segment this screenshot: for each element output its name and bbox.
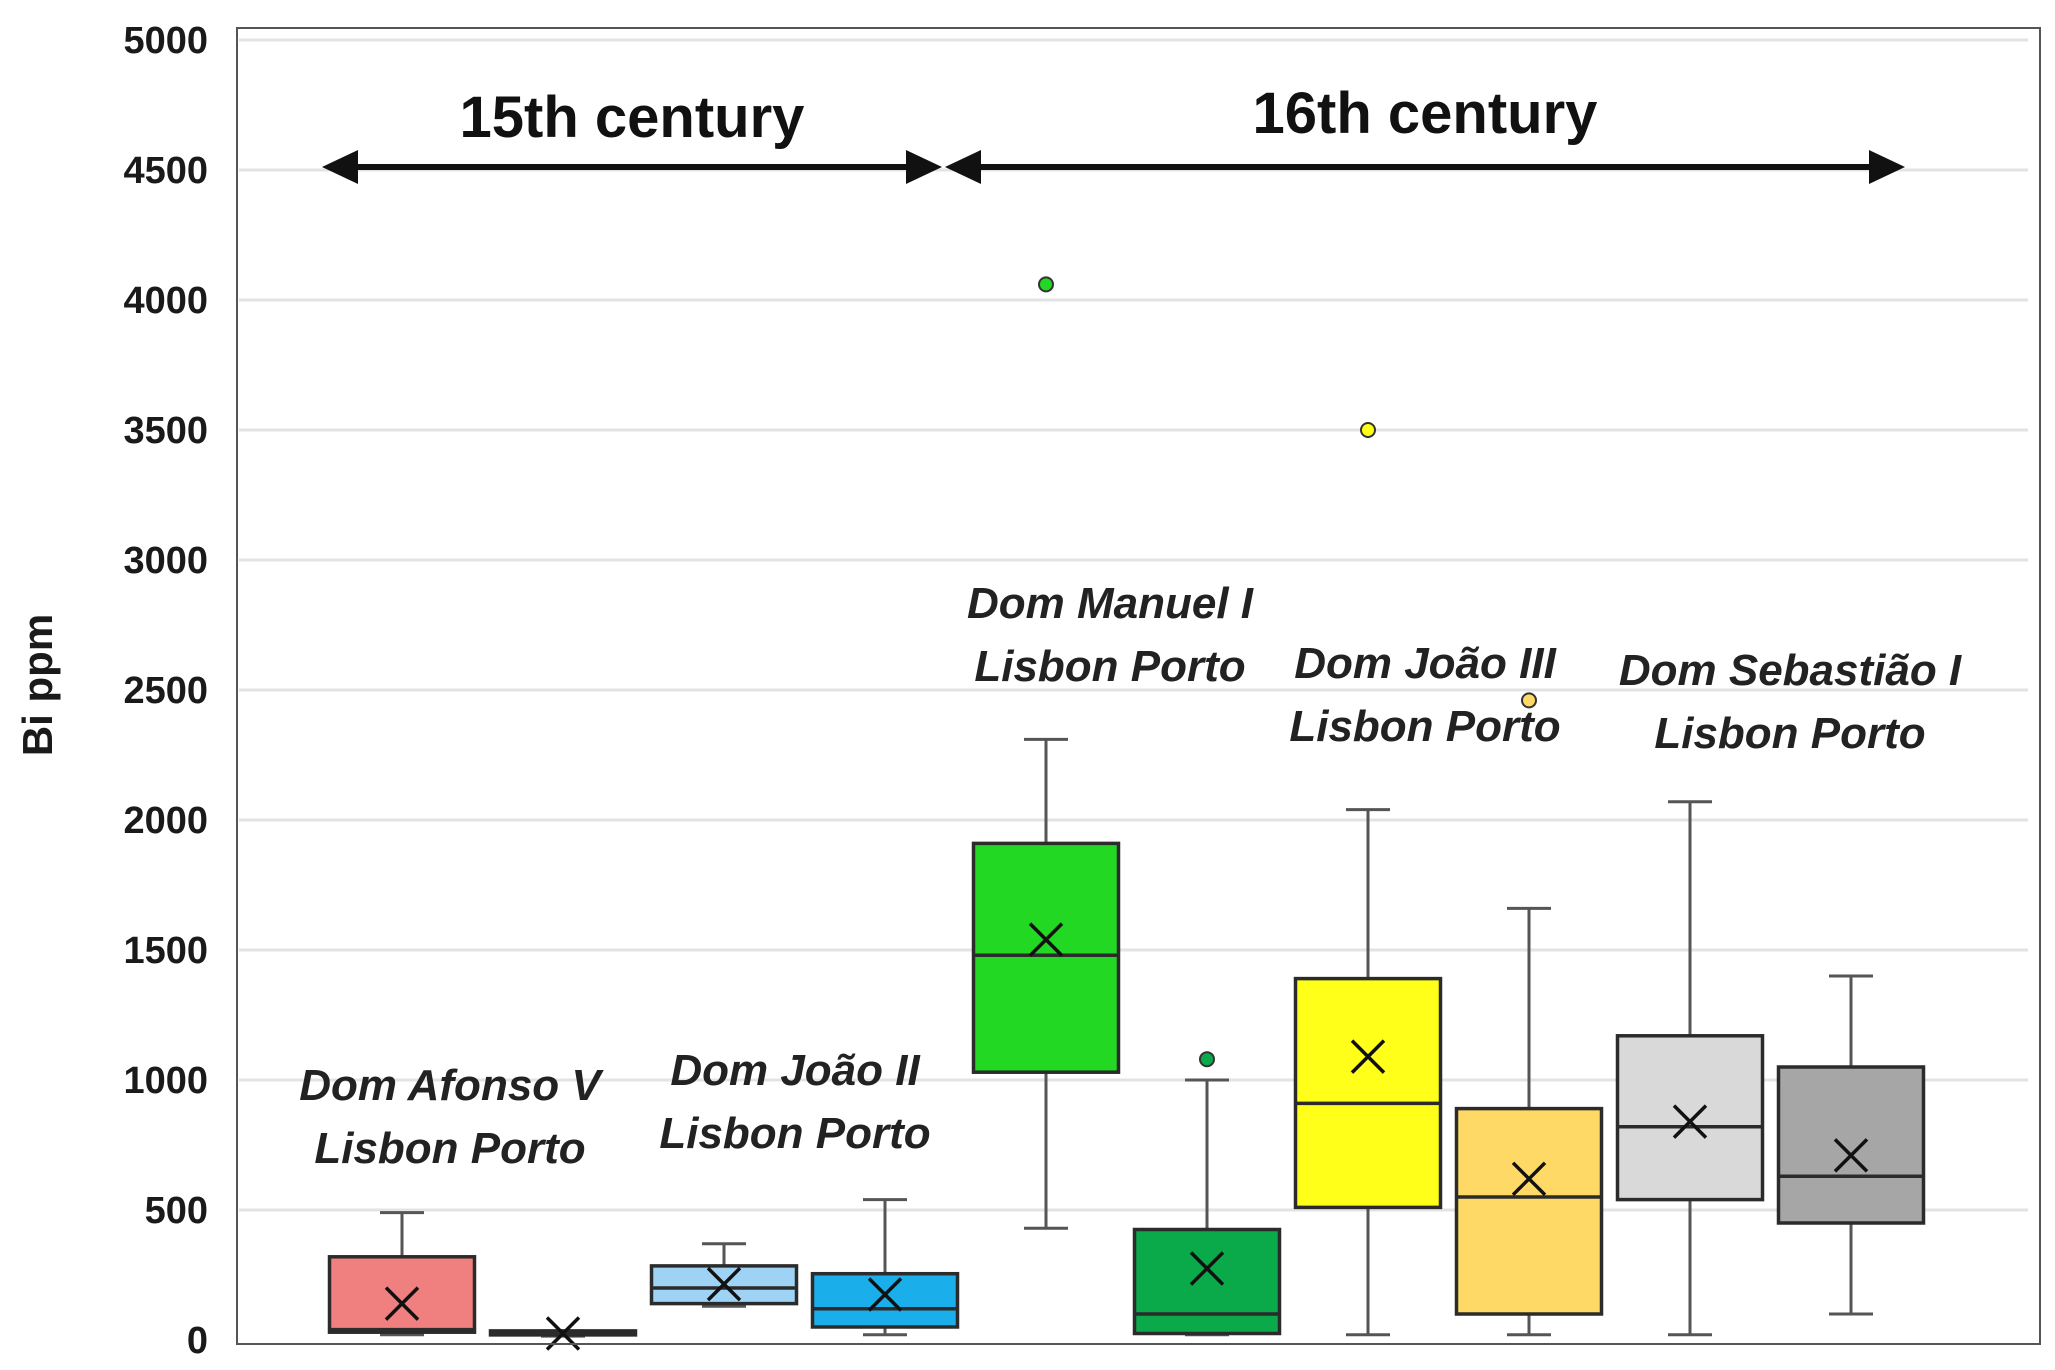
plot-frame bbox=[236, 27, 2041, 1345]
century-label-0: 15th century bbox=[460, 85, 805, 150]
box-series bbox=[327, 276, 1926, 1351]
y-tick-label-0: 0 bbox=[187, 1320, 208, 1362]
group-city-label-0: Lisbon Porto bbox=[314, 1124, 585, 1173]
century-arrow-0: 15th century bbox=[322, 85, 942, 184]
box-body bbox=[1132, 1227, 1282, 1336]
arrow-head-right bbox=[1869, 150, 1905, 184]
box-4 bbox=[971, 276, 1121, 1230]
arrow-head-right bbox=[906, 150, 942, 184]
mean-marker bbox=[1189, 1251, 1225, 1286]
y-tick-label-2500: 2500 bbox=[123, 670, 208, 712]
group-king-label-3: Dom João III bbox=[1294, 639, 1556, 688]
mean-marker bbox=[1833, 1138, 1869, 1173]
mean-marker bbox=[706, 1266, 742, 1302]
y-tick-label-500: 500 bbox=[145, 1190, 208, 1232]
box-body bbox=[810, 1271, 960, 1329]
box-body bbox=[1454, 1106, 1604, 1316]
outlier-point bbox=[1199, 1051, 1215, 1068]
y-tick-label-1000: 1000 bbox=[123, 1060, 208, 1102]
y-tick-label-3000: 3000 bbox=[123, 540, 208, 582]
outlier-point bbox=[1521, 692, 1537, 709]
box-0 bbox=[327, 1211, 477, 1337]
mean-marker bbox=[384, 1286, 420, 1321]
y-tick-label-2000: 2000 bbox=[123, 800, 208, 842]
y-tick-label-4000: 4000 bbox=[123, 280, 208, 322]
mean-marker bbox=[1350, 1039, 1386, 1074]
mean-marker bbox=[1511, 1161, 1547, 1197]
mean-marker bbox=[867, 1277, 903, 1312]
box-body bbox=[327, 1255, 477, 1334]
box-3 bbox=[810, 1198, 960, 1337]
box-body bbox=[1776, 1065, 1926, 1225]
group-labels: Dom Afonso V Lisbon Porto Dom João II Lisbo… bbox=[299, 579, 1962, 1173]
group-king-label-0: Dom Afonso V bbox=[299, 1061, 604, 1110]
box-body bbox=[1293, 976, 1443, 1210]
group-city-label-2: Lisbon Porto bbox=[974, 642, 1245, 691]
group-king-label-4: Dom Sebastião I bbox=[1619, 646, 1962, 695]
box-8 bbox=[1615, 800, 1765, 1337]
mean-marker bbox=[1028, 922, 1064, 957]
group-city-label-1: Lisbon Porto bbox=[659, 1109, 930, 1158]
century-arrows: 15th century 16th century bbox=[322, 81, 1905, 184]
y-tick-label-3500: 3500 bbox=[123, 410, 208, 452]
box-body bbox=[971, 841, 1121, 1074]
y-axis-label: Bi ppm bbox=[14, 614, 61, 756]
group-city-label-4: Lisbon Porto bbox=[1654, 709, 1925, 758]
y-tick-label-4500: 4500 bbox=[123, 150, 208, 192]
century-arrow-1: 16th century bbox=[945, 81, 1905, 184]
arrow-head-left bbox=[945, 150, 981, 184]
y-tick-label-1500: 1500 bbox=[123, 930, 208, 972]
group-king-label-2: Dom Manuel I bbox=[967, 579, 1254, 628]
mean-marker bbox=[1672, 1104, 1708, 1139]
outlier-point bbox=[1038, 276, 1054, 293]
outlier-point bbox=[1360, 422, 1376, 438]
box-body bbox=[1615, 1034, 1765, 1202]
y-tick-label-5000: 5000 bbox=[123, 20, 208, 62]
century-label-1: 16th century bbox=[1253, 81, 1598, 146]
box-6 bbox=[1293, 422, 1443, 1337]
arrow-head-left bbox=[322, 150, 358, 184]
box-7 bbox=[1454, 692, 1604, 1337]
group-king-label-1: Dom João II bbox=[670, 1046, 920, 1095]
box-9 bbox=[1776, 974, 1926, 1316]
group-city-label-3: Lisbon Porto bbox=[1289, 702, 1560, 751]
box-2 bbox=[649, 1242, 799, 1308]
y-axis: 0 500 1000 1500 2000 2500 3000 3500 4000 4500 5000 bbox=[123, 20, 208, 1362]
box-5 bbox=[1132, 1051, 1282, 1337]
